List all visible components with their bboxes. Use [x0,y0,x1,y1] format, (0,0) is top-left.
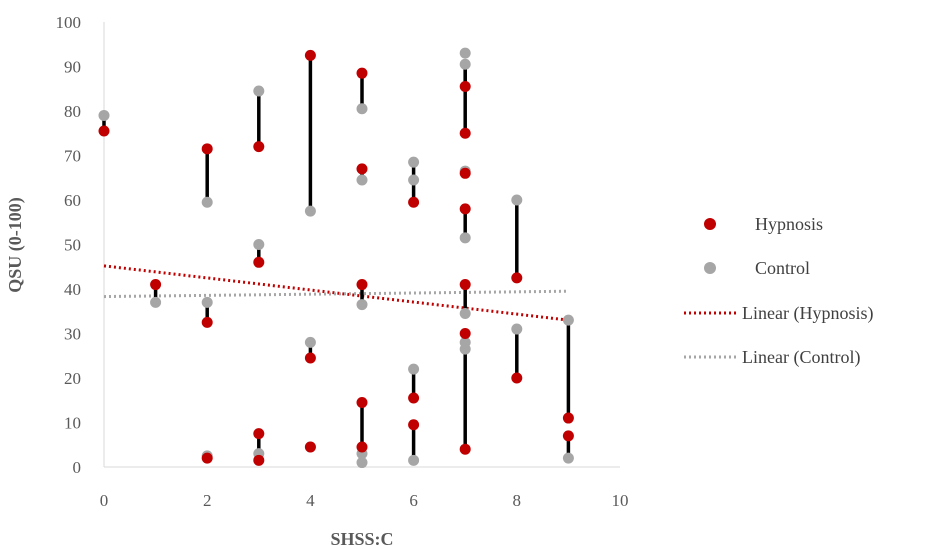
hypnosis-point [459,328,471,339]
legend-control-label: Control [755,258,810,278]
trendline-control [103,289,569,299]
hypnosis-point [304,49,316,61]
x-tick-label: 8 [513,491,522,510]
hypnosis-points [98,49,574,466]
hypnosis-point [356,396,368,408]
hypnosis-point [356,279,368,291]
y-axis-title: QSU (0-100) [5,197,26,293]
hypnosis-point [304,352,316,364]
y-tick-label: 100 [56,13,82,32]
hypnosis-point [459,443,471,455]
control-point [356,457,368,469]
control-point [408,174,420,186]
hypnosis-point [511,272,523,284]
hypnosis-point [253,256,265,268]
control-point [253,239,265,250]
control-point [408,363,420,375]
hypnosis-point [253,428,265,440]
legend-linear-control-label: Linear (Control) [742,347,860,368]
legend: Hypnosis Control Linear (Hypnosis) Linea… [684,214,873,368]
y-tick-labels: 0 10 20 30 40 50 60 70 80 90 100 [56,13,82,477]
y-tick-label: 0 [73,458,82,477]
y-tick-label: 60 [64,191,81,210]
hypnosis-point [98,125,110,137]
control-point [459,47,471,59]
hypnosis-point [253,454,265,466]
hypnosis-point [356,441,368,453]
hypnosis-point [253,141,265,153]
y-tick-label: 50 [64,236,81,255]
trendlines [103,264,569,322]
hypnosis-point [459,127,471,139]
control-points [98,47,574,469]
legend-linear-hypnosis-label: Linear (Hypnosis) [742,303,873,324]
y-tick-label: 70 [64,147,81,166]
control-point [459,307,471,319]
y-tick-label: 40 [64,280,81,299]
hypnosis-point [201,143,213,155]
legend-control-marker [704,262,716,274]
control-point [98,109,110,121]
x-tick-label: 2 [203,491,212,510]
y-tick-label: 30 [64,325,81,344]
y-tick-label: 90 [64,58,81,77]
hypnosis-point [201,452,213,464]
control-point [304,205,316,217]
control-point [150,296,162,308]
control-point [408,454,420,466]
legend-hypnosis-label: Hypnosis [755,214,823,234]
control-point [201,296,213,308]
legend-hypnosis-marker [704,218,716,230]
hypnosis-point [304,441,316,453]
y-tick-label: 80 [64,102,81,121]
control-point [408,156,420,168]
y-tick-label: 20 [64,369,81,388]
control-point [459,343,471,355]
hypnosis-point [511,372,523,384]
control-point [562,452,574,464]
x-tick-labels: 0 2 4 6 8 10 [100,491,629,510]
hypnosis-point [150,279,162,291]
x-tick-label: 10 [612,491,629,510]
hypnosis-point [356,67,368,79]
control-point [562,314,574,326]
hypnosis-point [459,81,471,93]
control-point [356,174,368,186]
hypnosis-point [408,196,420,208]
hypnosis-point [459,167,471,179]
control-point [201,196,213,208]
control-point [253,85,265,97]
hypnosis-point [459,279,471,291]
control-point [304,336,316,348]
trendline-hypnosis [103,264,569,322]
hypnosis-point [562,412,574,424]
control-point [511,323,523,335]
x-tick-label: 4 [306,491,315,510]
control-point [459,58,471,70]
control-point [356,103,368,115]
control-point [511,194,523,206]
connector-lines [102,55,571,463]
control-point [356,299,368,311]
x-axis-title: SHSS:C [330,529,393,549]
hypnosis-point [562,430,574,442]
hypnosis-point [408,392,420,404]
control-point [459,232,471,244]
x-tick-label: 0 [100,491,109,510]
hypnosis-point [408,419,420,431]
hypnosis-point [201,316,213,328]
x-tick-label: 6 [409,491,418,510]
y-tick-label: 10 [64,414,81,433]
hypnosis-point [356,163,368,175]
hypnosis-point [459,203,471,215]
